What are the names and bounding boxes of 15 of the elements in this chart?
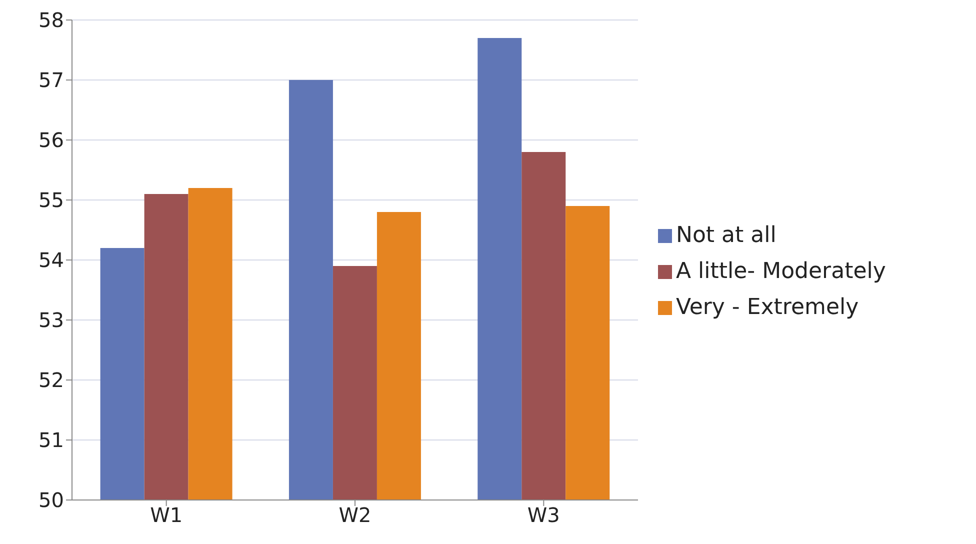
- y-tick-label: 52: [38, 368, 64, 392]
- x-tick-label: W2: [338, 503, 372, 528]
- y-tick-label: 57: [38, 68, 64, 92]
- y-tick-label: 56: [38, 128, 64, 152]
- legend-label: Very - Extremely: [676, 294, 859, 322]
- legend-label: A little- Moderately: [676, 258, 886, 286]
- y-tick-label: 50: [38, 488, 64, 512]
- y-tick-label: 53: [38, 308, 64, 332]
- y-tick-label: 58: [38, 8, 64, 32]
- y-tick-label: 54: [38, 248, 64, 272]
- y-tick-label: 55: [38, 188, 64, 212]
- x-tick-label: W3: [527, 503, 560, 528]
- y-tick-label: 51: [38, 428, 64, 452]
- legend-label: Not at all: [676, 222, 776, 250]
- x-tick-label: W1: [150, 503, 183, 528]
